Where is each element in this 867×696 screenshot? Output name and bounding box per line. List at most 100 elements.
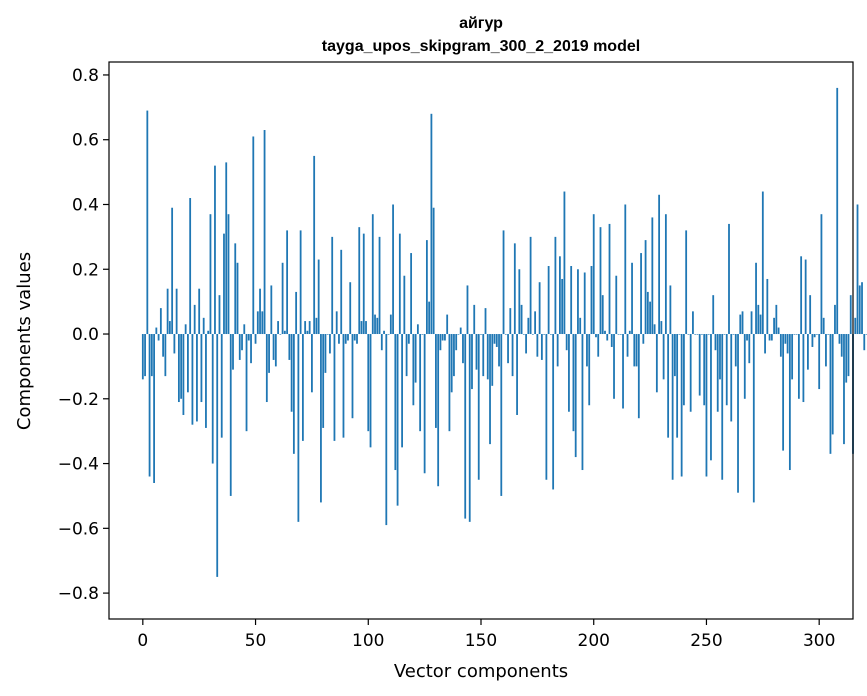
bar-295 [807, 334, 809, 370]
bar-175 [536, 334, 539, 357]
bar-233 [667, 334, 670, 438]
bar-294 [804, 259, 807, 335]
bar-305 [829, 334, 832, 454]
bar-124 [421, 334, 424, 335]
bar-228 [655, 334, 658, 393]
bar-70 [299, 230, 302, 335]
bar-24 [196, 334, 198, 422]
bar-236 [673, 334, 676, 377]
bar-221 [640, 253, 642, 335]
bar-247 [698, 334, 701, 396]
bar-1 [144, 334, 146, 377]
bar-245 [694, 334, 697, 335]
bar-31 [211, 334, 214, 464]
bar-9 [162, 334, 165, 357]
bar-303 [825, 334, 827, 367]
y-tick-label: −0.6 [58, 519, 99, 539]
bar-62 [281, 262, 284, 335]
bar-319 [861, 282, 863, 335]
bar-219 [635, 334, 638, 367]
bar-246 [696, 334, 699, 335]
bar-272 [755, 262, 757, 335]
bar-190 [570, 266, 573, 335]
bar-203 [599, 227, 602, 335]
bar-320 [863, 334, 866, 351]
bar-26 [200, 334, 203, 403]
bar-15 [175, 288, 178, 335]
bar-29 [207, 330, 210, 335]
bar-244 [692, 311, 694, 335]
bar-222 [642, 334, 645, 344]
bar-293 [802, 334, 805, 403]
bar-39 [229, 334, 232, 496]
bar-189 [568, 334, 570, 412]
bar-113 [396, 334, 399, 506]
bar-66 [290, 334, 293, 412]
bar-269 [748, 334, 751, 364]
bar-121 [414, 334, 417, 383]
y-tick-label: 0.2 [72, 260, 99, 280]
chart-title-line2: tayga_upos_skipgram_300_2_2019 model [322, 38, 640, 55]
bar-85 [333, 334, 336, 441]
bar-230 [660, 321, 663, 335]
bar-158 [498, 334, 500, 367]
bar-183 [554, 236, 557, 335]
bar-18 [182, 334, 185, 415]
bar-132 [439, 334, 442, 351]
bar-38 [227, 214, 230, 335]
bar-117 [405, 334, 408, 377]
bar-125 [423, 334, 426, 474]
bar-257 [721, 334, 724, 480]
bar-84 [331, 236, 334, 335]
bar-300 [818, 334, 821, 390]
bar-72 [304, 321, 307, 335]
bar-251 [707, 334, 710, 335]
bar-106 [380, 334, 383, 351]
bar-95 [356, 334, 358, 344]
bar-306 [831, 334, 834, 435]
bar-108 [385, 334, 388, 526]
bar-216 [628, 330, 631, 335]
bar-316 [854, 317, 857, 335]
bar-65 [288, 334, 291, 360]
bar-86 [335, 311, 338, 335]
bar-16 [177, 334, 180, 403]
bar-270 [750, 311, 753, 335]
bar-118 [407, 334, 410, 344]
bar-10 [164, 334, 167, 377]
bar-182 [552, 334, 555, 490]
bar-206 [606, 334, 609, 341]
bar-279 [770, 334, 773, 341]
bar-64 [286, 230, 289, 335]
bar-172 [529, 236, 532, 335]
bar-311 [843, 334, 845, 445]
bar-94 [353, 334, 356, 341]
bar-51 [256, 311, 259, 335]
bar-100 [367, 334, 370, 432]
bar-195 [581, 334, 584, 471]
bar-310 [840, 334, 843, 357]
bar-187 [563, 191, 566, 335]
bar-19 [184, 324, 187, 335]
bar-63 [283, 330, 286, 335]
bar-207 [608, 223, 611, 335]
bar-314 [849, 295, 852, 335]
bar-225 [649, 301, 651, 335]
bar-290 [795, 334, 798, 335]
bar-201 [595, 334, 597, 338]
bar-35 [220, 334, 223, 438]
bar-208 [610, 334, 613, 347]
bar-231 [662, 334, 665, 380]
bar-204 [601, 295, 604, 335]
bar-150 [480, 334, 482, 335]
bar-256 [719, 334, 721, 380]
bar-301 [820, 214, 823, 335]
bar-239 [680, 334, 683, 477]
bar-200 [592, 214, 595, 335]
bar-157 [495, 334, 498, 347]
bar-2 [146, 110, 149, 335]
bar-198 [588, 334, 591, 406]
bar-88 [340, 249, 343, 335]
bar-37 [225, 162, 228, 335]
